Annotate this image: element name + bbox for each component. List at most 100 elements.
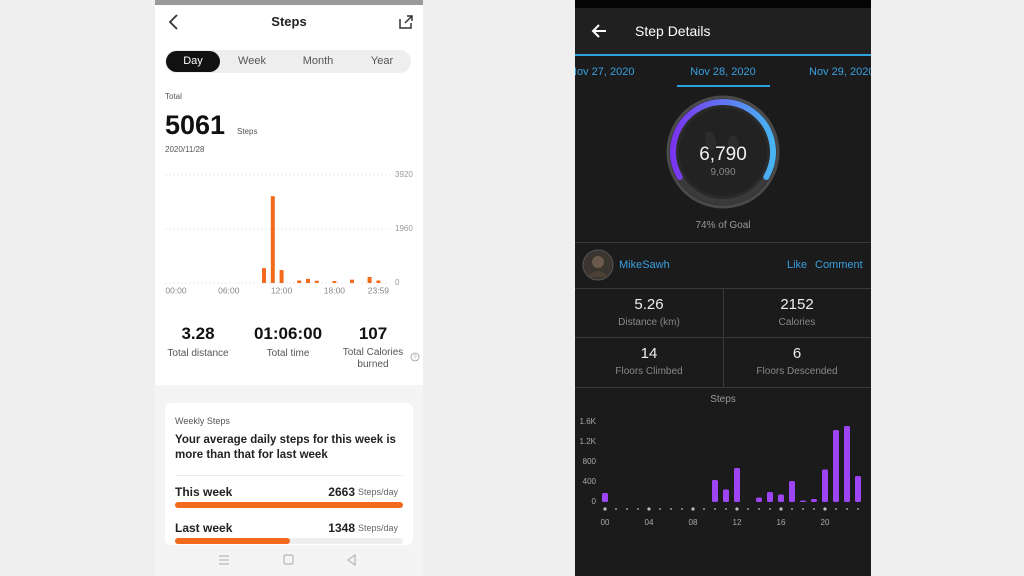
axis-dot: [725, 508, 727, 510]
bar: [712, 480, 718, 502]
bar: [767, 492, 773, 502]
x-tick-label: 12:00: [271, 285, 293, 295]
stat-label: Total Calories burned: [342, 347, 404, 370]
row-value: 1348: [328, 521, 355, 535]
axis-dot: [813, 508, 815, 510]
stat-label: Floors Climbed: [615, 366, 683, 377]
x-tick-label: 00: [601, 518, 610, 527]
left-phone: Steps Day Week Month Year Total 5061 Ste…: [155, 0, 423, 576]
divider: [575, 242, 871, 243]
total-unit: Steps: [237, 127, 258, 136]
y-tick-label: 1.6K: [580, 417, 597, 426]
goal-ring: [666, 95, 780, 209]
stat-label: Calories: [778, 317, 816, 328]
back-button[interactable]: [590, 23, 608, 39]
tab[interactable]: Day: [183, 55, 203, 67]
axis-dot: [691, 507, 695, 511]
help-icon[interactable]: ?: [410, 352, 420, 362]
x-tick-label: 18:00: [324, 285, 346, 295]
axis-dot: [846, 508, 848, 510]
y-tick-label: 1960: [395, 224, 413, 233]
tab[interactable]: Week: [238, 55, 266, 67]
weekly-card: [165, 403, 413, 545]
axis-dot: [835, 508, 837, 510]
hourly-steps-chart: 0 1960 3920 00:00 06:00 12:00 18:00 23:59: [165, 170, 413, 295]
axis-dot: [823, 507, 827, 511]
x-tick-label: 06:00: [218, 285, 240, 295]
back-button[interactable]: [167, 13, 181, 31]
date-underline: [677, 85, 770, 87]
date-tab[interactable]: Nov 27, 2020: [575, 66, 635, 78]
progress-bar: [175, 538, 291, 544]
axis-dot: [791, 508, 793, 510]
nav-icons: [219, 554, 356, 566]
bar: [811, 499, 817, 502]
stat-value: 6: [792, 345, 802, 362]
x-tick-label: 04: [645, 518, 654, 527]
y-tick-label: 400: [583, 477, 597, 486]
total-label: Total: [165, 92, 182, 101]
axis-dot: [637, 508, 639, 510]
date: 2020/11/28: [165, 145, 205, 154]
bar: [332, 281, 337, 283]
bar: [833, 430, 839, 502]
stat-label: Floors Descended: [756, 366, 838, 377]
y-tick-label: 3920: [395, 170, 413, 179]
like-button[interactable]: Like: [787, 259, 808, 271]
ring-goal: 9,090: [710, 167, 736, 178]
date-tab[interactable]: Nov 28, 2020: [690, 66, 756, 78]
stat-value: 01:06:00: [253, 324, 323, 343]
share-button[interactable]: [398, 14, 414, 30]
bar: [844, 426, 850, 502]
nav-bar: [155, 545, 423, 576]
status-strip: [155, 0, 423, 5]
axis-dot: [647, 507, 651, 511]
date-tab[interactable]: Nov 29, 2020: [809, 66, 871, 78]
axis-dot: [603, 507, 607, 511]
progress-bar: [175, 502, 403, 508]
bar: [723, 489, 729, 502]
bar: [756, 497, 762, 502]
bar: [602, 493, 608, 502]
row-label: This week: [175, 485, 233, 499]
weekly-title: Weekly Steps: [175, 416, 230, 426]
user-name[interactable]: MikeSawh: [619, 259, 670, 271]
status-strip: [575, 0, 871, 8]
weekly-message: Your average daily steps for this week i…: [175, 434, 396, 461]
divider: [723, 288, 724, 387]
ring-steps: 6,790: [699, 144, 747, 165]
axis-dot: [670, 508, 672, 510]
stat-value: 107: [358, 324, 388, 343]
bar: [306, 278, 310, 283]
bar: [376, 280, 381, 283]
axis-dot: [802, 508, 804, 510]
x-tick-label: 00:00: [165, 285, 187, 295]
tab[interactable]: Year: [370, 55, 394, 67]
y-tick-label: 0: [395, 278, 400, 287]
axis-dot: [681, 508, 683, 510]
y-tick-label: 1.2K: [580, 437, 597, 446]
stat-value: 14: [640, 345, 658, 362]
stat-label: Total time: [266, 348, 310, 359]
row-value: 2663: [328, 485, 355, 499]
x-tick-label: 20: [821, 518, 830, 527]
axis-dot: [769, 508, 771, 510]
axis-dot: [714, 508, 716, 510]
x-tick-label: 12: [733, 518, 742, 527]
bar: [350, 279, 354, 283]
tab[interactable]: Month: [302, 55, 334, 67]
comment-button[interactable]: Comment: [815, 259, 863, 271]
chart-title: Steps: [710, 394, 736, 405]
axis-dot: [703, 508, 705, 510]
hourly-steps-chart: 0 400 800 1.2K 1.6K 00 04 08 12 16 20: [580, 417, 861, 527]
bar: [297, 280, 302, 283]
axis-dot: [857, 508, 859, 510]
x-tick-label: 16: [777, 518, 786, 527]
right-phone: Step Details Nov 27, 2020 Nov 28, 2020 N…: [575, 0, 871, 576]
avatar[interactable]: [582, 249, 614, 281]
divider: [575, 387, 871, 388]
bar: [778, 494, 784, 502]
bar: [789, 481, 795, 502]
app-header: [575, 8, 871, 55]
